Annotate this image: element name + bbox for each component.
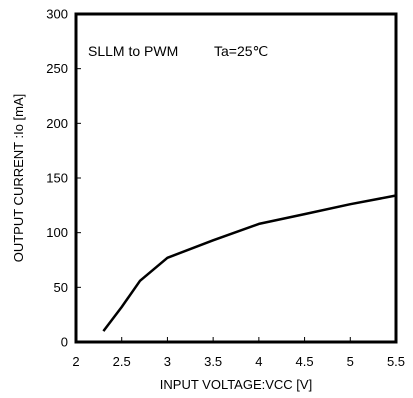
x-tick-label: 5.5 — [387, 354, 405, 369]
x-tick-label: 3 — [164, 354, 171, 369]
plot-frame — [74, 12, 398, 344]
series-line — [102, 194, 397, 332]
x-tick-label: 5 — [347, 354, 354, 369]
x-tick-label: 2 — [72, 354, 79, 369]
y-axis-ticks: 0 50 100 150 200 250 300 — [46, 7, 68, 350]
y-tick-label: 250 — [46, 61, 68, 76]
x-tick-label: 4 — [255, 354, 262, 369]
y-tick-label: 0 — [61, 335, 68, 350]
annotation-condition: SLLM to PWM — [88, 43, 178, 59]
y-tick-label: 200 — [46, 116, 68, 131]
y-tick-label: 100 — [46, 225, 68, 240]
x-tick-label: 4.5 — [296, 354, 314, 369]
y-axis-title: OUTPUT CURRENT :Io [mA] — [11, 94, 26, 263]
y-tick-label: 50 — [54, 280, 68, 295]
series-layer — [102, 194, 397, 332]
x-tick-label: 2.5 — [113, 354, 131, 369]
x-axis-title: INPUT VOLTAGE:VCC [V] — [160, 377, 312, 392]
y-tick-label: 150 — [46, 171, 68, 186]
y-tick-label: 300 — [46, 7, 68, 22]
annotation-temperature: Ta=25℃ — [214, 43, 268, 59]
x-tick-label: 3.5 — [204, 354, 222, 369]
x-axis-ticks: 2 2.5 3 3.5 4 4.5 5 5.5 — [72, 354, 405, 369]
